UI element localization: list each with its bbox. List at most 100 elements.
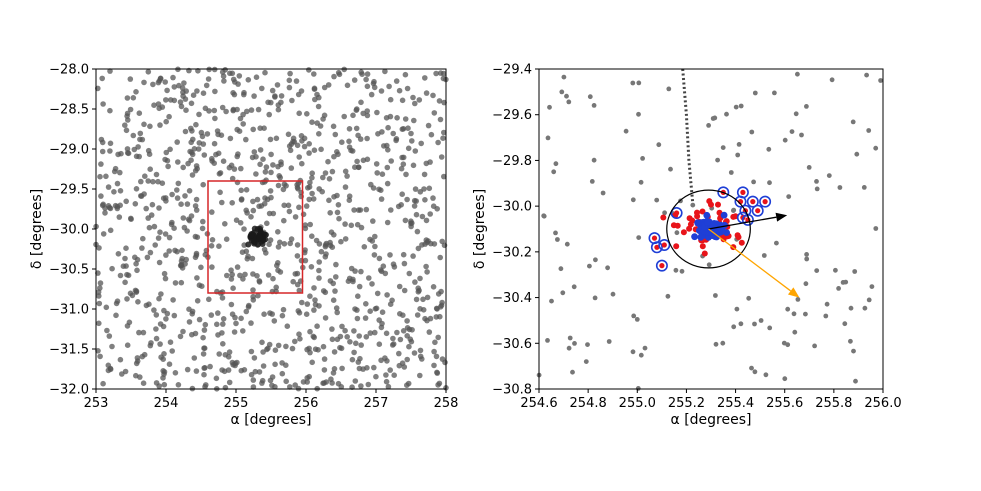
field-star-point xyxy=(437,254,444,261)
field-star-point xyxy=(383,378,390,385)
field-star-point xyxy=(329,326,335,332)
field-star-point xyxy=(162,275,169,282)
field-star-point xyxy=(432,339,438,346)
left-x-tick-label: 254 xyxy=(154,396,179,411)
field-star-point xyxy=(171,84,178,90)
field-star-point xyxy=(153,326,159,332)
field-star-point xyxy=(360,366,366,372)
field-star-point xyxy=(391,264,398,270)
field-star-point xyxy=(437,304,444,310)
field-star-point xyxy=(346,138,352,145)
field-star-point xyxy=(350,112,356,119)
field-star-point xyxy=(434,206,441,212)
field-star-point xyxy=(152,242,158,248)
field-star-point xyxy=(250,126,256,133)
field-star-point xyxy=(426,329,433,335)
field-star-point xyxy=(279,370,286,377)
field-star-point xyxy=(350,276,356,283)
field-star-point xyxy=(159,180,166,186)
field-star-point xyxy=(409,138,415,144)
field-star-point xyxy=(279,360,285,366)
field-star-point xyxy=(347,339,353,345)
field-star-point xyxy=(278,159,284,165)
field-star-point xyxy=(96,300,103,307)
field-star-point xyxy=(125,117,131,123)
field-star-point xyxy=(309,359,316,366)
field-star-point xyxy=(296,204,302,211)
field-star-point xyxy=(265,272,272,278)
field-star-point xyxy=(388,207,394,213)
field-star-point xyxy=(211,140,218,147)
field-star-point xyxy=(333,261,339,268)
field-star-point xyxy=(209,209,215,215)
field-star-point xyxy=(177,333,184,340)
field-star-point xyxy=(752,321,757,327)
field-star-point xyxy=(251,149,258,155)
field-star-point xyxy=(155,101,162,107)
field-star-point xyxy=(401,260,408,267)
field-star-point xyxy=(371,84,378,91)
field-star-point xyxy=(257,147,264,153)
field-star-point xyxy=(238,196,245,202)
field-star-point xyxy=(189,172,196,178)
blue-member-point xyxy=(694,219,701,227)
field-star-point xyxy=(213,151,219,158)
field-star-point xyxy=(244,210,250,216)
field-star-point xyxy=(416,97,423,103)
right-overlays xyxy=(648,68,800,298)
field-star-point xyxy=(690,202,696,208)
cluster-star-point xyxy=(248,232,255,239)
field-star-point xyxy=(738,103,744,109)
field-star-point xyxy=(334,336,341,343)
field-star-point xyxy=(335,202,342,208)
field-star-point xyxy=(804,252,809,257)
field-star-point xyxy=(311,85,318,92)
right-y-tick-label: −30.6 xyxy=(492,337,532,352)
field-star-point xyxy=(245,253,251,260)
field-star-point xyxy=(315,103,322,110)
field-star-point xyxy=(276,173,283,179)
field-star-point xyxy=(192,203,199,209)
field-star-point xyxy=(103,304,110,311)
field-star-point xyxy=(146,301,152,308)
orbit-direction-arrow-shaft xyxy=(708,228,792,292)
left-y-tick-label: −31.0 xyxy=(49,303,89,318)
left-x-axis: 253 254 255 256 257 258 xyxy=(84,389,458,411)
field-star-point xyxy=(390,335,396,342)
field-star-point xyxy=(223,108,229,115)
field-star-point xyxy=(216,243,222,249)
field-star-point xyxy=(275,229,281,235)
field-star-point xyxy=(136,329,142,336)
field-star-point xyxy=(417,372,423,379)
field-star-point xyxy=(286,208,293,215)
field-star-point xyxy=(795,71,800,77)
field-star-point xyxy=(250,207,257,214)
field-star-point xyxy=(140,329,147,336)
field-star-point xyxy=(195,146,202,152)
field-star-point xyxy=(558,266,564,272)
field-star-point xyxy=(113,312,119,319)
field-star-point xyxy=(162,156,168,163)
field-star-point xyxy=(396,283,403,290)
field-star-point xyxy=(334,309,341,316)
field-star-point xyxy=(107,140,114,147)
field-star-point xyxy=(153,312,160,318)
field-star-point xyxy=(330,123,337,130)
field-star-point xyxy=(587,94,593,100)
circled-outlier-ring xyxy=(655,259,668,272)
field-star-point xyxy=(414,228,421,235)
field-star-point xyxy=(256,203,262,210)
field-star-point xyxy=(302,257,309,264)
field-star-point xyxy=(404,196,410,203)
field-star-point xyxy=(104,327,110,334)
field-star-point xyxy=(156,259,163,266)
field-star-point xyxy=(253,171,259,177)
field-star-point xyxy=(159,104,166,110)
field-star-point xyxy=(162,79,168,85)
field-star-point xyxy=(161,270,168,277)
field-star-point xyxy=(334,149,340,155)
field-star-point xyxy=(201,327,208,333)
field-star-point xyxy=(139,245,145,251)
field-star-point xyxy=(243,187,250,193)
orbit-direction-arrow-head xyxy=(787,287,800,298)
